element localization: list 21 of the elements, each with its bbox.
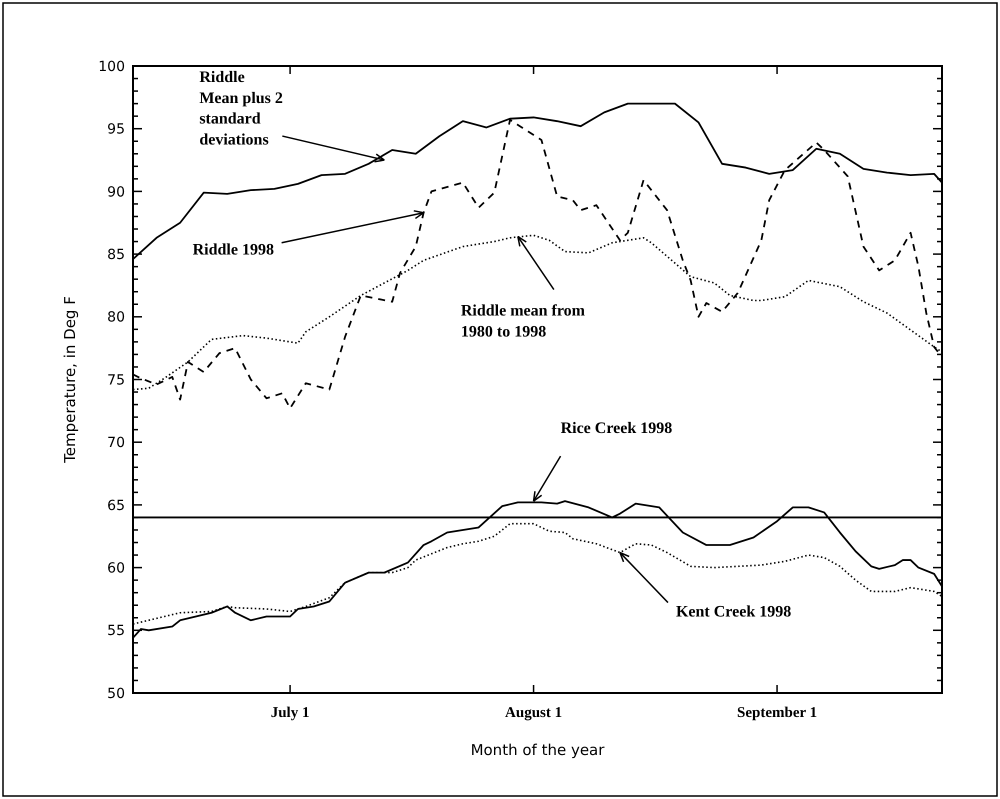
y-axis-title: Temperature, in Deg F: [61, 296, 79, 464]
y-tick-label: 55: [107, 623, 125, 640]
y-tick-label: 75: [107, 372, 125, 388]
y-tick-label: 70: [107, 435, 125, 452]
annotation: Riddle Mean plus 2 standard deviations: [199, 69, 283, 148]
y-tick-label: 90: [107, 184, 125, 200]
y-tick-label: 100: [98, 58, 125, 75]
annotation: Kent Creek 1998: [676, 604, 792, 621]
annotation: Riddle 1998: [192, 242, 274, 259]
x-tick-label: July 1: [270, 705, 310, 721]
x-tick-label: August 1: [505, 705, 562, 721]
annotation: Riddle mean from 1980 to 1998: [460, 302, 586, 340]
y-tick-label: 50: [107, 686, 125, 702]
x-axis-title: Month of the year: [470, 741, 606, 759]
x-tick-label: September 1: [736, 705, 818, 721]
y-tick-label: 80: [107, 310, 125, 326]
annotation: Rice Creek 1998: [560, 420, 672, 438]
y-tick-label: 60: [107, 560, 125, 576]
y-tick-label: 65: [107, 498, 125, 514]
y-tick-label: 85: [107, 247, 125, 263]
y-tick-label: 95: [107, 122, 125, 138]
